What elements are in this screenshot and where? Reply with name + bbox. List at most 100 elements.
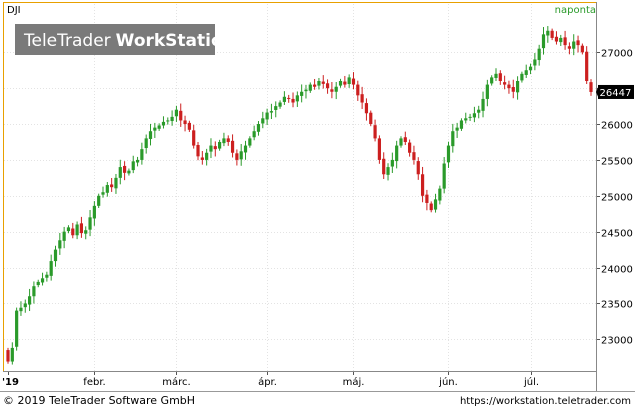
candle-body — [541, 34, 546, 49]
candle-body — [464, 118, 468, 121]
x-tick-label: júl. — [523, 376, 539, 388]
candle-body — [135, 159, 140, 163]
copyright-text: © 2019 TeleTrader Software GmbH — [3, 394, 195, 407]
candle-body — [416, 161, 420, 175]
candle-body — [27, 296, 32, 305]
candle-body — [282, 96, 286, 102]
candle-body — [412, 152, 416, 160]
candle-body — [317, 80, 321, 86]
candle-body — [537, 48, 541, 61]
candle-body — [343, 81, 347, 85]
candle-body — [239, 151, 243, 160]
candle-body — [446, 145, 451, 163]
y-tick-label: 27000 — [601, 49, 633, 60]
x-tick-label: '19 — [2, 377, 19, 388]
x-tick-label: jún. — [438, 376, 458, 388]
candle-body — [256, 124, 261, 132]
candle-body — [114, 177, 118, 189]
candle-body — [455, 127, 459, 131]
candle-body — [196, 144, 200, 157]
candle-body — [157, 125, 161, 129]
candle-body — [243, 145, 248, 153]
candle-body — [226, 138, 230, 142]
source-url[interactable]: https://workstation.teletrader.com — [460, 396, 631, 407]
candle-body — [6, 350, 10, 362]
candle-body — [550, 30, 554, 38]
candle-body — [252, 131, 256, 138]
candle-body — [438, 188, 442, 201]
candle-body — [123, 165, 127, 173]
candle-body — [433, 199, 438, 210]
candle-body — [334, 86, 338, 92]
candle-body — [153, 127, 157, 131]
candle-body — [429, 203, 433, 211]
candle-body — [330, 89, 334, 92]
candle-body — [524, 70, 528, 75]
y-tick-label: 25000 — [601, 193, 633, 204]
candle-body — [533, 59, 537, 66]
watermark-text: TeleTrader WorkStation — [23, 31, 235, 51]
candle-body — [278, 102, 282, 107]
candle-body — [338, 80, 343, 86]
candle-body — [53, 249, 58, 262]
candle-body — [75, 224, 79, 236]
candle-body — [520, 73, 524, 81]
candle-body — [235, 153, 239, 160]
candle-body — [589, 82, 593, 92]
last-price-label: 26447 — [600, 88, 632, 99]
candle-body — [585, 51, 589, 81]
candle-body — [161, 121, 166, 126]
candle-body — [563, 37, 567, 46]
candle-body — [23, 303, 27, 308]
candle-body — [45, 274, 49, 278]
candle-body — [304, 89, 308, 92]
candle-body — [347, 77, 351, 85]
candle-body — [84, 230, 88, 234]
candle-body — [559, 37, 563, 43]
candle-body — [351, 78, 356, 85]
candle-body — [399, 138, 403, 146]
candle-body — [248, 138, 252, 146]
candle-body — [261, 118, 265, 124]
candle-body — [105, 185, 109, 193]
candle-body — [110, 184, 114, 188]
candle-body — [166, 120, 170, 122]
y-tick-label: 26000 — [601, 121, 633, 132]
candle-body — [287, 97, 291, 99]
grid — [4, 4, 596, 371]
candle-body — [187, 122, 191, 130]
x-tick-label: ápr. — [258, 376, 277, 388]
candle-body — [131, 161, 135, 171]
candle-body — [472, 113, 476, 118]
candle-body — [554, 36, 559, 42]
candle-body — [494, 73, 498, 78]
candle-body — [148, 131, 153, 139]
candle-body — [200, 157, 204, 160]
candle-body — [140, 149, 144, 160]
candle-body — [32, 286, 36, 297]
candle-body — [390, 159, 394, 167]
watermark-light: TeleTrader — [23, 31, 111, 51]
watermark-box — [15, 24, 215, 55]
candle-body — [477, 109, 481, 113]
candle-body — [325, 83, 330, 89]
candle-body — [170, 116, 174, 122]
candle-body — [386, 167, 390, 175]
candles — [6, 26, 593, 365]
y-tick-label: 23500 — [601, 300, 633, 311]
candle-body — [127, 170, 131, 174]
candle-body — [364, 103, 369, 114]
candle-body — [58, 240, 62, 249]
x-tick-label: febr. — [83, 377, 105, 388]
y-tick-label: 24000 — [601, 265, 633, 276]
candle-body — [49, 261, 53, 276]
candle-body — [395, 145, 399, 162]
candle-body — [468, 116, 472, 118]
candle-body — [546, 30, 550, 36]
candle-body — [101, 192, 105, 195]
candle-body — [269, 111, 274, 113]
candle-body — [230, 140, 235, 153]
candle-body — [485, 84, 489, 99]
